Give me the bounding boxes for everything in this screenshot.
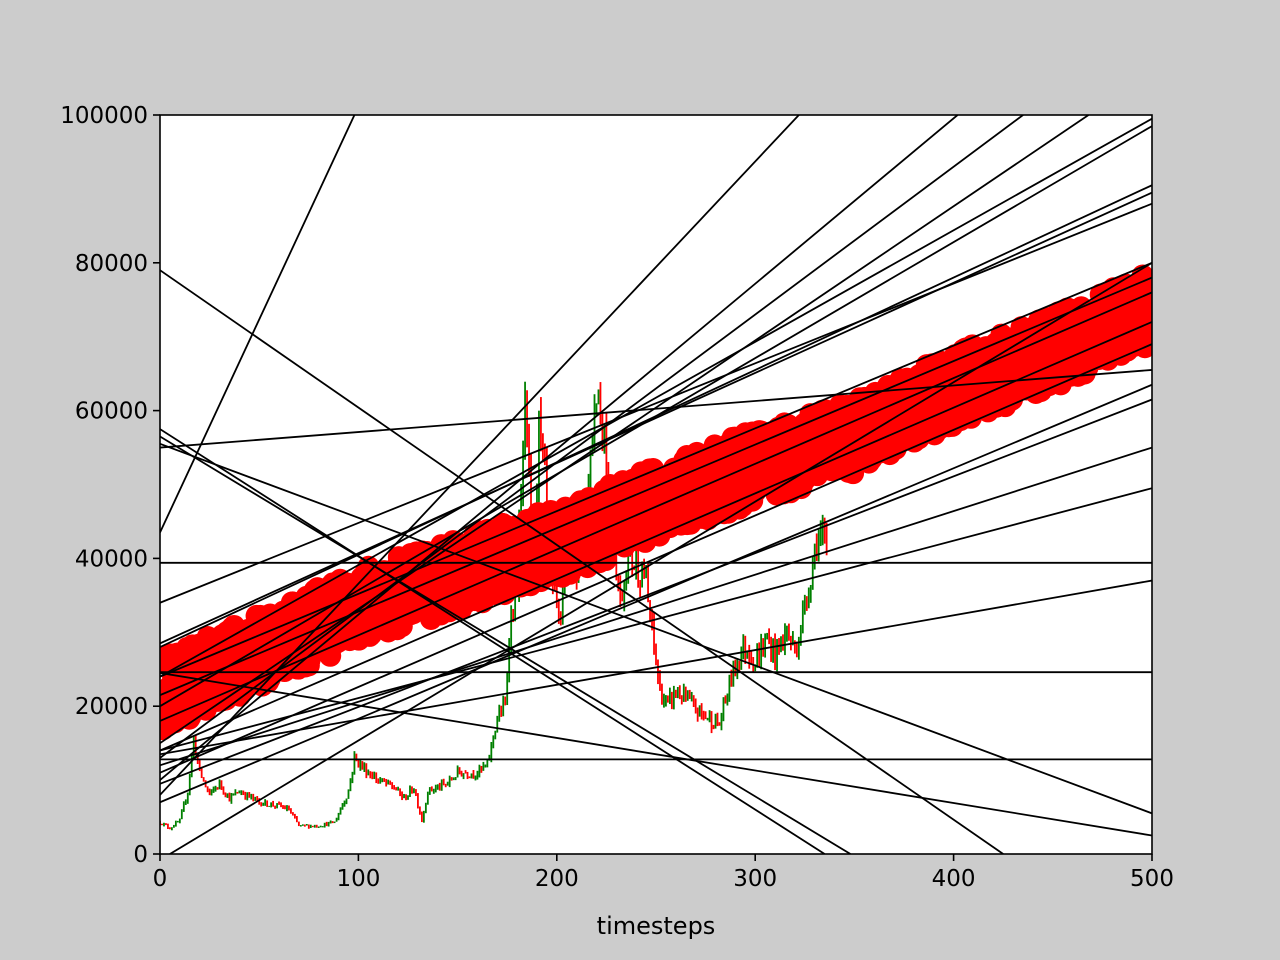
trend-line (160, 115, 356, 533)
y-tick-label: 60000 (75, 399, 148, 425)
y-tick-label: 0 (133, 842, 148, 868)
y-tick-label: 40000 (75, 546, 148, 572)
trend-line (160, 321, 1152, 752)
y-axis-ticks: 0 20000 40000 60000 80000 100000 (60, 103, 160, 868)
trend-line (169, 262, 1152, 854)
trend-line (160, 435, 851, 854)
y-tick-label: 80000 (75, 251, 148, 277)
trend-line (160, 115, 800, 796)
x-tick-label: 200 (535, 866, 579, 892)
trend-line (160, 191, 1152, 645)
x-axis-label: timesteps (597, 912, 716, 940)
prediction-points (160, 264, 1152, 741)
trend-line (160, 184, 1152, 648)
x-axis-ticks: 0 100 200 300 400 500 (153, 854, 1174, 892)
x-tick-label: 500 (1130, 866, 1174, 892)
trend-line (160, 443, 1152, 815)
trend-line (160, 276, 1152, 696)
trend-line (160, 428, 826, 854)
trend-line (160, 446, 1152, 767)
trend-line (160, 487, 1152, 752)
trend-line (160, 115, 1090, 744)
x-tick-label: 0 (153, 866, 168, 892)
prediction-point (1139, 333, 1152, 356)
trend-line (160, 369, 1152, 449)
trend-line (160, 115, 1024, 759)
y-tick-label: 20000 (75, 694, 148, 720)
x-tick-label: 300 (733, 866, 777, 892)
trend-line (160, 383, 1152, 804)
x-tick-label: 400 (932, 866, 976, 892)
trend-line (160, 291, 1152, 722)
trend-line (160, 672, 1152, 837)
trend-line (160, 202, 1152, 604)
trend-line (160, 115, 959, 781)
trend-line (160, 261, 1152, 678)
x-tick-label: 100 (336, 866, 380, 892)
trend-line (160, 343, 1152, 774)
trend-lines (160, 115, 1152, 854)
trend-line (160, 398, 1152, 785)
plot-frame (159, 114, 1153, 855)
trend-line (160, 579, 1152, 756)
trend-line (160, 117, 1152, 678)
y-tick-label: 100000 (60, 103, 148, 129)
